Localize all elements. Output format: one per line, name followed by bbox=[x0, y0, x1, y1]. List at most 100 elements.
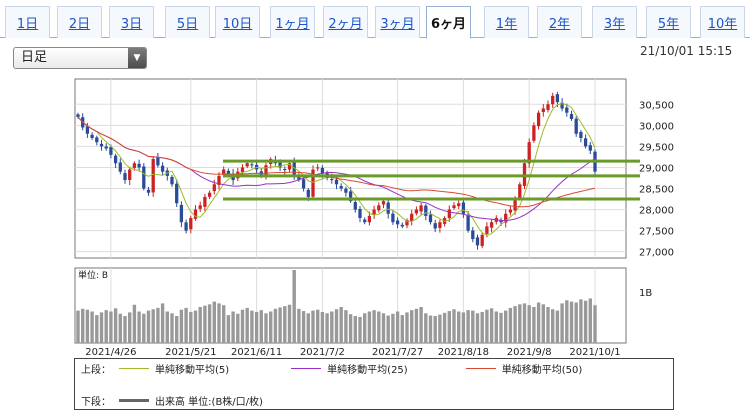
candle-body bbox=[353, 202, 357, 210]
volume-bar bbox=[269, 311, 273, 343]
price-tick-label: 29,000 bbox=[639, 163, 674, 174]
tab-1ヶ月[interactable]: 1ヶ月 bbox=[270, 6, 315, 38]
tab-5日[interactable]: 5日 bbox=[165, 6, 210, 38]
candle-body bbox=[203, 196, 207, 207]
volume-bar bbox=[565, 300, 569, 343]
candle-body bbox=[184, 222, 188, 231]
volume-bar bbox=[475, 313, 480, 343]
date-tick-label: 2021/9/8 bbox=[507, 347, 552, 358]
candle-body bbox=[250, 164, 254, 166]
price-tick-label: 30,000 bbox=[639, 121, 674, 132]
volume-bar bbox=[532, 307, 536, 343]
volume-bar bbox=[419, 307, 423, 343]
candle-body bbox=[217, 175, 221, 185]
legend-ma5-label: 単純移動平均(5) bbox=[155, 364, 230, 376]
volume-bar bbox=[358, 316, 362, 343]
price-tick-label: 28,500 bbox=[639, 185, 674, 196]
volume-bar bbox=[184, 307, 188, 343]
tab-1日[interactable]: 1日 bbox=[5, 6, 50, 38]
volume-bar bbox=[414, 308, 419, 343]
volume-bar bbox=[278, 307, 282, 343]
volume-bar bbox=[179, 309, 184, 343]
volume-bar bbox=[320, 311, 325, 343]
volume-bar bbox=[334, 309, 339, 343]
volume-bar bbox=[513, 306, 517, 343]
candle-body bbox=[240, 167, 245, 173]
volume-bar bbox=[311, 310, 315, 343]
tab-10日[interactable]: 10日 bbox=[215, 6, 260, 38]
volume-bar bbox=[527, 305, 531, 343]
candle-body bbox=[452, 205, 456, 209]
volume-bar bbox=[560, 303, 564, 343]
date-tick-label: 2021/7/27 bbox=[372, 347, 423, 358]
candle-body bbox=[551, 95, 555, 105]
date-tick-label: 2021/6/11 bbox=[231, 347, 282, 358]
volume-bar bbox=[193, 310, 198, 343]
tab-3ヶ月[interactable]: 3ヶ月 bbox=[375, 6, 420, 38]
volume-bar bbox=[452, 309, 456, 343]
candle-body bbox=[306, 189, 310, 197]
date-tick-label: 2021/7/2 bbox=[300, 347, 345, 358]
volume-bar bbox=[489, 308, 494, 343]
volume-bar bbox=[593, 305, 597, 343]
date-tick-label: 2021/5/21 bbox=[165, 347, 216, 358]
volume-bar bbox=[367, 311, 372, 343]
candle-body bbox=[330, 179, 334, 181]
tab-1年[interactable]: 1年 bbox=[484, 6, 529, 38]
candle-body bbox=[555, 94, 560, 103]
candle-body bbox=[504, 213, 508, 223]
candle-body bbox=[461, 202, 466, 214]
candle-body bbox=[316, 167, 320, 169]
candle-body bbox=[170, 176, 174, 185]
candle-body bbox=[146, 189, 151, 193]
candle-body bbox=[419, 205, 423, 212]
tab-2ヶ月[interactable]: 2ヶ月 bbox=[323, 6, 368, 38]
price-tick-label: 29,500 bbox=[639, 142, 674, 153]
date-tick-label: 2021/8/18 bbox=[438, 347, 489, 358]
volume-bar bbox=[508, 307, 513, 343]
tab-3年[interactable]: 3年 bbox=[592, 6, 637, 38]
candle-body bbox=[334, 179, 339, 185]
candle-body bbox=[428, 214, 433, 223]
candle-body bbox=[292, 161, 296, 176]
volume-bar bbox=[447, 311, 451, 343]
volume-bar bbox=[471, 310, 475, 343]
candle-body bbox=[128, 169, 132, 180]
date-tick-label: 2021/10/1 bbox=[569, 347, 620, 358]
volume-bar bbox=[424, 313, 428, 343]
volume-bar bbox=[588, 298, 592, 343]
volume-bar bbox=[480, 311, 484, 343]
candle-body bbox=[363, 219, 367, 223]
tab-5年[interactable]: 5年 bbox=[646, 6, 691, 38]
volume-bar bbox=[395, 311, 400, 343]
volume-bar bbox=[160, 303, 165, 343]
candle-body bbox=[471, 230, 475, 240]
candle-body bbox=[198, 205, 202, 209]
candle-body bbox=[569, 113, 574, 120]
volume-bar bbox=[236, 313, 240, 343]
volume-bar bbox=[494, 311, 498, 343]
volume-bar bbox=[95, 315, 99, 343]
volume-bar bbox=[442, 312, 447, 343]
tab-6ヶ月[interactable]: 6ヶ月 bbox=[426, 6, 471, 39]
candle-body bbox=[367, 215, 372, 223]
legend-ma25-label: 単純移動平均(25) bbox=[327, 364, 408, 376]
volume-bar bbox=[485, 309, 489, 343]
candle-body bbox=[301, 179, 306, 189]
volume-bar bbox=[240, 309, 245, 343]
candle-body bbox=[212, 184, 216, 192]
legend-lower-label: 下段： bbox=[81, 396, 111, 408]
tab-10年[interactable]: 10年 bbox=[700, 6, 745, 38]
candle-body bbox=[339, 186, 343, 189]
period-select[interactable]: 日足 ▼ bbox=[13, 47, 147, 69]
candle-body bbox=[536, 112, 541, 127]
candle-body bbox=[320, 167, 325, 174]
tab-3日[interactable]: 3日 bbox=[109, 6, 154, 38]
candle-body bbox=[358, 208, 362, 218]
candle-body bbox=[344, 188, 348, 193]
tab-2日[interactable]: 2日 bbox=[57, 6, 102, 38]
volume-bar bbox=[245, 307, 249, 343]
volume-bar bbox=[198, 307, 202, 343]
period-tabs: 1日 2日 3日 5日 10日 1ヶ月 2ヶ月 3ヶ月 6ヶ月 1年 2年 3年 5年 10年 bbox=[0, 0, 750, 39]
tab-2年[interactable]: 2年 bbox=[537, 6, 582, 38]
